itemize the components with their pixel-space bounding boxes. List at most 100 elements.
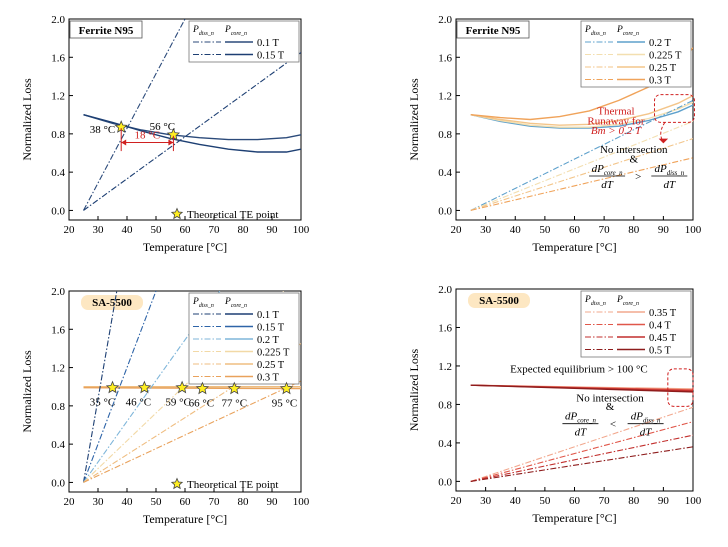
y-tick-label: 1.6	[51, 52, 65, 64]
y-axis-label: Normalized Loss	[20, 78, 34, 161]
series-diss-04T	[470, 421, 693, 482]
fraction-numerator-main: dP	[592, 163, 605, 175]
annotation-runaway: Runaway for	[587, 115, 644, 127]
legend-header-core: Pcore_n	[224, 297, 247, 309]
fraction-numerator-main: dP	[565, 411, 578, 423]
te-point-marker	[279, 381, 294, 395]
series-core-05T	[470, 384, 693, 393]
fraction-numerator: dPcore_n	[592, 163, 623, 177]
annotation-no-intersection: No intersection	[600, 144, 668, 156]
legend-header-core-sub: core_n	[231, 303, 247, 309]
title-badge	[468, 293, 530, 308]
annotation-temp: 77 °C	[222, 398, 248, 410]
x-tick-label: 50	[151, 496, 163, 508]
legend-header-diss: Pdiss_n	[192, 297, 214, 309]
legend-entry: 0.35 T	[649, 308, 677, 319]
x-tick-label: 60	[180, 496, 192, 508]
fraction-denominator: dT	[640, 427, 653, 439]
legend-header-core: Pcore_n	[224, 25, 247, 37]
fraction-numerator-main: dP	[631, 411, 644, 423]
x-tick-label: 50	[151, 224, 163, 236]
y-tick-label: 1.2	[51, 363, 65, 375]
series-diss-01T	[82, 291, 118, 483]
y-tick-label: 1.2	[438, 91, 452, 103]
annotation-runaway: Thermal	[597, 106, 634, 118]
panel-top-right: 20 30 40 50 60 70 80 90 100 0.0 0.4 0.8 1.2 1.6 2.0 Tem…	[407, 14, 702, 254]
legend-header-diss: Pdiss_n	[192, 25, 214, 37]
annotation-temp: 38 °C	[90, 124, 116, 136]
legend-header-diss: Pdiss_n	[584, 25, 606, 37]
panel-top-left: 20 30 40 50 60 70 80 90 100 0.0 0.4 0.8 1.2 1.6 2.0 Tem…	[20, 14, 310, 254]
x-tick-label: 100	[293, 224, 310, 236]
fraction-numerator-sub: core_n	[604, 170, 623, 177]
arrow-head	[121, 139, 127, 146]
legend-header-core-sub: core_n	[623, 301, 639, 307]
fraction-numerator-sub: diss_n	[643, 418, 661, 425]
y-tick-label: 0.8	[51, 129, 65, 141]
marker-legend-label: Theoretical TE point	[187, 479, 278, 491]
legend-header-core-main: P	[616, 295, 623, 305]
y-tick-label: 2.0	[51, 286, 65, 298]
fraction-numerator-main: dP	[654, 163, 667, 175]
x-tick-label: 40	[510, 224, 522, 236]
x-tick-label: 90	[658, 224, 670, 236]
annotation-temp: 95 °C	[272, 398, 298, 410]
legend-entry: 0.15 T	[257, 51, 285, 62]
legend-header-core-main: P	[616, 25, 623, 35]
x-tick-label: 70	[599, 224, 611, 236]
annotation-temp: 56 °C	[150, 121, 176, 133]
x-tick-label: 80	[628, 495, 640, 507]
y-tick-label: 0.4	[438, 167, 452, 179]
legend-entry: 0.2 T	[257, 335, 280, 346]
legend-header-core: Pcore_n	[616, 295, 639, 307]
panel-bottom-right: 20 30 40 50 60 70 80 90 100 0.0 0.4 0.8 1.2 1.6 2.0 Tem…	[407, 284, 702, 525]
series-diss-03T	[470, 157, 693, 211]
panel-title: SA-5500	[92, 297, 132, 309]
x-tick-label: 80	[238, 496, 250, 508]
panel-title: Ferrite N95	[79, 25, 134, 37]
marker-legend-label: Theoretical TE point	[187, 209, 278, 221]
legend-header-diss-sub: diss_n	[591, 31, 606, 37]
te-point-marker	[137, 380, 152, 394]
fraction-denominator: dT	[663, 179, 676, 191]
x-tick-label: 70	[209, 496, 221, 508]
panel-title: Ferrite N95	[466, 25, 521, 37]
te-point-marker	[105, 380, 120, 394]
legend-header-diss: Pdiss_n	[584, 295, 606, 307]
y-tick-label: 0.0	[51, 205, 65, 217]
arrow-head	[168, 139, 174, 146]
series-diss-02T	[470, 99, 693, 211]
equilibrium-region	[667, 368, 694, 407]
x-tick-label: 60	[180, 224, 192, 236]
y-tick-label: 2.0	[51, 14, 65, 26]
title-badge	[81, 295, 143, 310]
x-tick-label: 40	[122, 496, 134, 508]
panel-title: SA-5500	[479, 295, 519, 307]
fraction-denominator: dT	[575, 427, 588, 439]
y-tick-label: 1.2	[51, 91, 65, 103]
legend-entry: 0.5 T	[649, 346, 672, 357]
annotation-amp: &	[606, 401, 615, 413]
y-tick-label: 0.0	[438, 205, 452, 217]
x-tick-label: 40	[122, 224, 134, 236]
x-tick-label: 50	[539, 495, 551, 507]
legend-entry: 0.45 T	[649, 333, 677, 344]
annotation-delta: 18 °C	[135, 129, 161, 141]
legend-header-core-sub: core_n	[623, 31, 639, 37]
legend-header-diss-main: P	[192, 25, 199, 35]
annotation-no-intersection: No intersection	[576, 393, 644, 405]
inequality-sign: >	[635, 171, 641, 183]
y-tick-label: 0.0	[438, 476, 452, 488]
legend-entry: 0.225 T	[257, 348, 290, 359]
series-group	[470, 384, 693, 482]
x-tick-label: 50	[539, 224, 551, 236]
legend-header-diss-sub: diss_n	[199, 31, 214, 37]
title-box	[456, 20, 530, 39]
y-tick-label: 0.0	[51, 477, 65, 489]
fraction-numerator-sub: diss_n	[667, 170, 685, 177]
fraction-numerator: dPdiss_n	[654, 163, 684, 177]
legend-header-diss-sub: diss_n	[199, 303, 214, 309]
annotation-arrow	[660, 122, 666, 142]
annotation-temp: 35 °C	[90, 397, 116, 409]
